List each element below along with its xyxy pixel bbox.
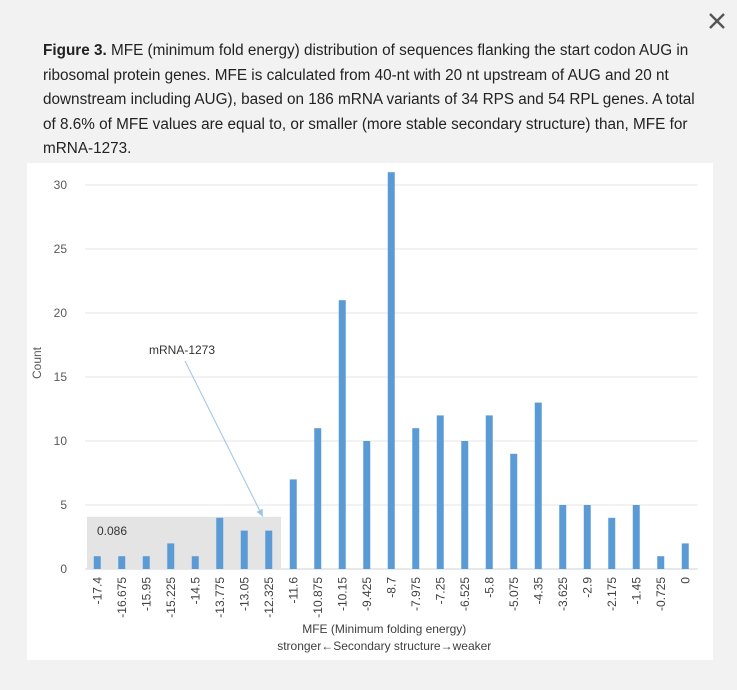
- x-tick-label: -14.5: [188, 577, 202, 605]
- bar: [191, 556, 199, 569]
- x-axis-sublabel: stronger←Secondary structure→weaker: [277, 639, 491, 653]
- x-tick-labels: -17.4 -16.675 -15.95 -15.225 -14.5 -13.775 -13…: [90, 577, 692, 618]
- annotation-arrow: [184, 360, 264, 517]
- y-tick-label: 20: [54, 306, 68, 320]
- x-tick-label: -12.325: [262, 577, 276, 618]
- bar: [436, 415, 444, 569]
- x-tick-label: -11.6: [286, 577, 300, 604]
- bar: [387, 172, 395, 569]
- x-axis-label: MFE (Minimum folding energy): [302, 622, 466, 636]
- close-icon[interactable]: [706, 10, 728, 32]
- bar: [583, 505, 591, 569]
- x-tick-label: -7.25: [433, 577, 447, 605]
- y-axis-label: Count: [30, 346, 44, 379]
- highlight-label: 0.086: [97, 524, 127, 538]
- bar: [314, 428, 322, 569]
- x-tick-label: -1.45: [629, 577, 643, 605]
- bar: [142, 556, 150, 569]
- bar: [510, 453, 518, 569]
- bar: [265, 530, 273, 569]
- caption-label: Figure 3.: [43, 42, 107, 59]
- bar: [534, 402, 542, 569]
- y-tick-labels: 0 5 10 15 20 25 30: [54, 178, 68, 576]
- bar: [681, 543, 689, 569]
- bar: [608, 517, 616, 569]
- bar: [632, 505, 640, 569]
- bar: [412, 428, 420, 569]
- x-tick-label: -5.075: [507, 577, 521, 611]
- x-tick-label: 0: [678, 577, 692, 584]
- bar: [363, 441, 371, 569]
- bar: [289, 479, 297, 569]
- x-tick-label: -4.35: [531, 577, 545, 605]
- x-tick-label: -17.4: [90, 577, 104, 605]
- x-tick-label: -15.95: [139, 577, 153, 611]
- x-tick-label: -2.9: [580, 577, 594, 598]
- x-tick-label: -3.625: [556, 577, 570, 611]
- chart-panel: 0 5 10 15 20 25 30 -17.4 -16.675 -15.95 -15.225 -1…: [27, 163, 713, 660]
- bar: [559, 505, 567, 569]
- annotation-arrowhead: [256, 508, 263, 517]
- x-tick-label: -9.425: [360, 577, 374, 611]
- x-tick-label: -13.05: [237, 577, 251, 611]
- x-tick-label: -10.15: [335, 577, 349, 611]
- x-tick-label: -16.675: [115, 577, 129, 618]
- bar: [167, 543, 175, 569]
- bar: [338, 300, 346, 569]
- bar: [118, 556, 126, 569]
- bar: [657, 556, 665, 569]
- bar: [461, 441, 469, 569]
- x-tick-label: -0.725: [654, 577, 668, 611]
- arrow-label: mRNA-1273: [149, 343, 215, 357]
- x-tick-label: -7.975: [409, 577, 423, 611]
- y-tick-label: 15: [54, 370, 68, 384]
- y-tick-label: 30: [54, 178, 68, 192]
- bars: [93, 172, 689, 569]
- caption-text: MFE (minimum fold energy) distribution o…: [43, 42, 695, 158]
- x-tick-label: -15.225: [164, 577, 178, 618]
- bar: [485, 415, 493, 569]
- x-tick-label: -6.525: [458, 577, 472, 611]
- y-tick-label: 0: [60, 562, 67, 576]
- x-tick-label: -8.7: [384, 577, 398, 598]
- y-tick-label: 10: [54, 434, 68, 448]
- y-tick-label: 5: [60, 498, 67, 512]
- x-tick-label: -10.875: [311, 577, 325, 618]
- figure-caption: Figure 3. MFE (minimum fold energy) dist…: [43, 39, 708, 162]
- bar: [240, 530, 248, 569]
- bar: [93, 556, 101, 569]
- x-tick-label: -13.775: [213, 577, 227, 618]
- x-tick-label: -2.175: [605, 577, 619, 611]
- x-tick-label: -5.8: [482, 577, 496, 598]
- y-tick-label: 25: [54, 242, 68, 256]
- bar: [216, 517, 224, 569]
